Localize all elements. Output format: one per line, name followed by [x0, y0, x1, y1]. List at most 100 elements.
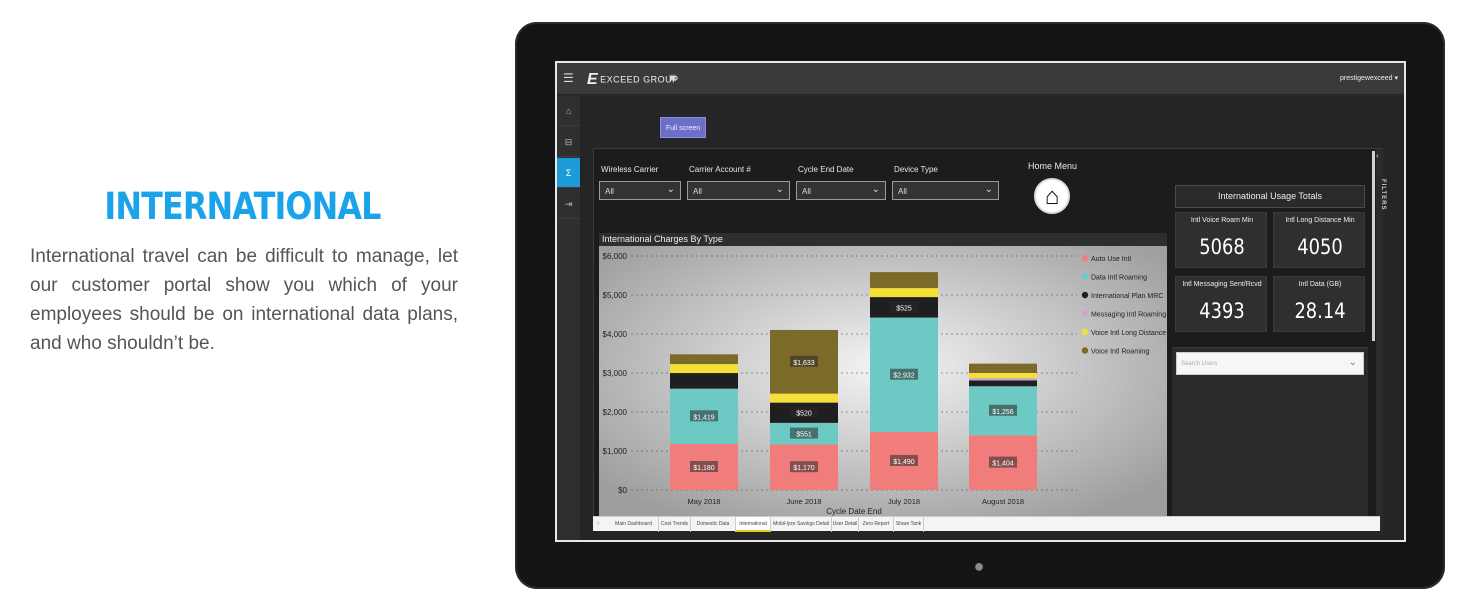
tab-user-detail[interactable]: User Detail: [832, 517, 859, 532]
data-label: $1,180: [693, 465, 715, 472]
data-label: $1,633: [793, 360, 815, 367]
filters-pane-label: FILTERS: [1380, 179, 1386, 211]
bar-segment[interactable]: [870, 288, 938, 298]
chevron-left-icon: ‹: [1376, 151, 1379, 160]
brand-logo: E EXCEED GROUP: [587, 71, 679, 89]
filter-value: All: [693, 187, 702, 196]
data-label-bg: [790, 427, 818, 439]
nav-sigma-icon[interactable]: Σ: [557, 158, 580, 188]
bar-segment[interactable]: [670, 364, 738, 374]
report-canvas: Wireless Carrier All ⌄ Carrier Account # …: [593, 148, 1386, 531]
data-label: $1,170: [793, 465, 815, 472]
tab-domestic-data[interactable]: Domestic Data: [691, 517, 736, 532]
home-menu-button[interactable]: ⌂: [1034, 178, 1070, 214]
x-tick-label: June 2018: [786, 497, 821, 506]
nav-grid-icon[interactable]: ⊟: [557, 127, 580, 157]
y-tick-label: $3,000: [603, 369, 628, 378]
data-label: $1,256: [992, 409, 1014, 416]
x-tick-label: May 2018: [688, 497, 721, 506]
bar-segment[interactable]: [670, 354, 738, 365]
tab-mobil-lyze-savings-detail[interactable]: Mobil-lyze Savings Detail: [771, 517, 832, 532]
filter-label-device-type: Device Type: [894, 165, 938, 174]
bar-segment[interactable]: [870, 272, 938, 289]
data-label-bg: [890, 454, 918, 466]
filter-value: All: [898, 187, 907, 196]
promo-body: International travel can be difficult to…: [30, 246, 458, 354]
legend-swatch: [1081, 273, 1089, 280]
promo-heading: INTERNATIONAL: [104, 185, 381, 228]
bar-segment[interactable]: [969, 363, 1037, 373]
legend-label: Voice Intl Long Distance: [1091, 330, 1166, 337]
filter-wireless-carrier[interactable]: All ⌄: [599, 181, 681, 200]
x-tick-label: August 2018: [982, 497, 1024, 506]
legend-swatch: [1081, 328, 1089, 336]
hamburger-menu-icon[interactable]: ☰: [563, 71, 574, 85]
search-users-input[interactable]: Search Users ⌄: [1176, 352, 1364, 375]
tab-international[interactable]: International: [736, 517, 771, 532]
bar-segment[interactable]: [969, 373, 1037, 379]
kpi-value: 5068: [1199, 235, 1245, 259]
kpi-value: 28.14: [1294, 299, 1346, 323]
data-label: $520: [796, 411, 812, 418]
kpi-section-title: International Usage Totals: [1175, 185, 1365, 208]
main-area: Full screen Wireless Carrier All ⌄ Carrie…: [581, 96, 1404, 540]
data-label-bg: [790, 355, 818, 367]
legend-swatch: [1081, 347, 1089, 354]
message-icon[interactable]: ▣: [669, 73, 677, 82]
data-label-bg: [690, 410, 718, 422]
y-tick-label: $5,000: [603, 291, 628, 300]
apple-logo-icon: ●: [973, 556, 985, 576]
search-placeholder: Search Users: [1181, 361, 1218, 367]
tab-zero-report[interactable]: Zero Report: [859, 517, 894, 532]
tab-cost-trends[interactable]: Cost Trends: [659, 517, 691, 532]
scrollbar[interactable]: [1372, 151, 1375, 341]
brand-name: EXCEED GROUP: [600, 74, 679, 85]
nav-home-icon[interactable]: ⌂: [557, 96, 580, 126]
user-search-panel: Search Users ⌄: [1172, 347, 1368, 517]
house-icon: ⌂: [1044, 183, 1060, 210]
kpi-label: Intl Data (GB): [1298, 281, 1342, 288]
chevron-right-icon[interactable]: ›: [597, 520, 600, 527]
filter-carrier-account[interactable]: All ⌄: [687, 181, 790, 200]
data-label-bg: [790, 406, 818, 418]
tab-share-tank[interactable]: Share Tank: [894, 517, 924, 532]
bar-segment[interactable]: [969, 378, 1037, 381]
kpi-value: 4050: [1297, 235, 1343, 259]
data-label: $1,419: [693, 414, 715, 421]
legend-swatch: [1081, 310, 1089, 317]
user-menu[interactable]: prestigewexceed ▾: [1340, 75, 1398, 82]
bar-segment[interactable]: [969, 380, 1037, 387]
y-tick-label: $2,000: [603, 408, 628, 417]
filter-label-carrier-account: Carrier Account #: [689, 165, 751, 174]
chart-panel: International Charges By Type $0 $1,000 $2…: [599, 233, 1167, 517]
top-bar: ☰ E EXCEED GROUP ▣ prestigewexceed ▾: [557, 63, 1404, 95]
x-tick-label: July 2018: [888, 497, 920, 506]
brand-e-icon: E: [587, 71, 599, 88]
fullscreen-button[interactable]: Full screen: [660, 117, 706, 138]
legend-swatch: [1081, 291, 1089, 299]
bar-segment[interactable]: [770, 393, 838, 403]
y-tick-label: $1,000: [603, 447, 628, 456]
kpi-card-messaging: Intl Messaging Sent/Rcvd 4393: [1175, 276, 1267, 332]
data-label-bg: [989, 456, 1017, 468]
y-tick-label: $6,000: [603, 252, 628, 261]
filter-cycle-end-date[interactable]: All ⌄: [796, 181, 886, 200]
chevron-down-icon: ⌄: [1348, 357, 1357, 368]
filters-pane[interactable]: ‹: [1376, 149, 1383, 531]
data-label-bg: [690, 460, 718, 472]
legend-label: Auto Use Intl: [1091, 256, 1132, 263]
left-nav: ⌂ ⊟ Σ ⇥: [557, 96, 581, 540]
x-axis-label: Cycle Date End: [826, 507, 882, 516]
nav-logout-icon[interactable]: ⇥: [557, 189, 580, 219]
kpi-label: Intl Messaging Sent/Rcvd: [1182, 281, 1262, 288]
chevron-down-icon: ⌄: [775, 184, 784, 195]
filter-label-wireless-carrier: Wireless Carrier: [601, 165, 659, 174]
tab-main-dashboard[interactable]: Main Dashboard: [609, 517, 659, 532]
legend-label: Data Intl Roaming: [1091, 275, 1147, 282]
filter-label-cycle-end-date: Cycle End Date: [798, 165, 854, 174]
kpi-value: 4393: [1199, 299, 1245, 323]
bar-segment[interactable]: [670, 373, 738, 389]
dashboard-screen: ☰ E EXCEED GROUP ▣ prestigewexceed ▾ ⌂ ⊟ …: [555, 61, 1406, 542]
chevron-down-icon: ⌄: [984, 184, 993, 195]
filter-device-type[interactable]: All ⌄: [892, 181, 999, 200]
